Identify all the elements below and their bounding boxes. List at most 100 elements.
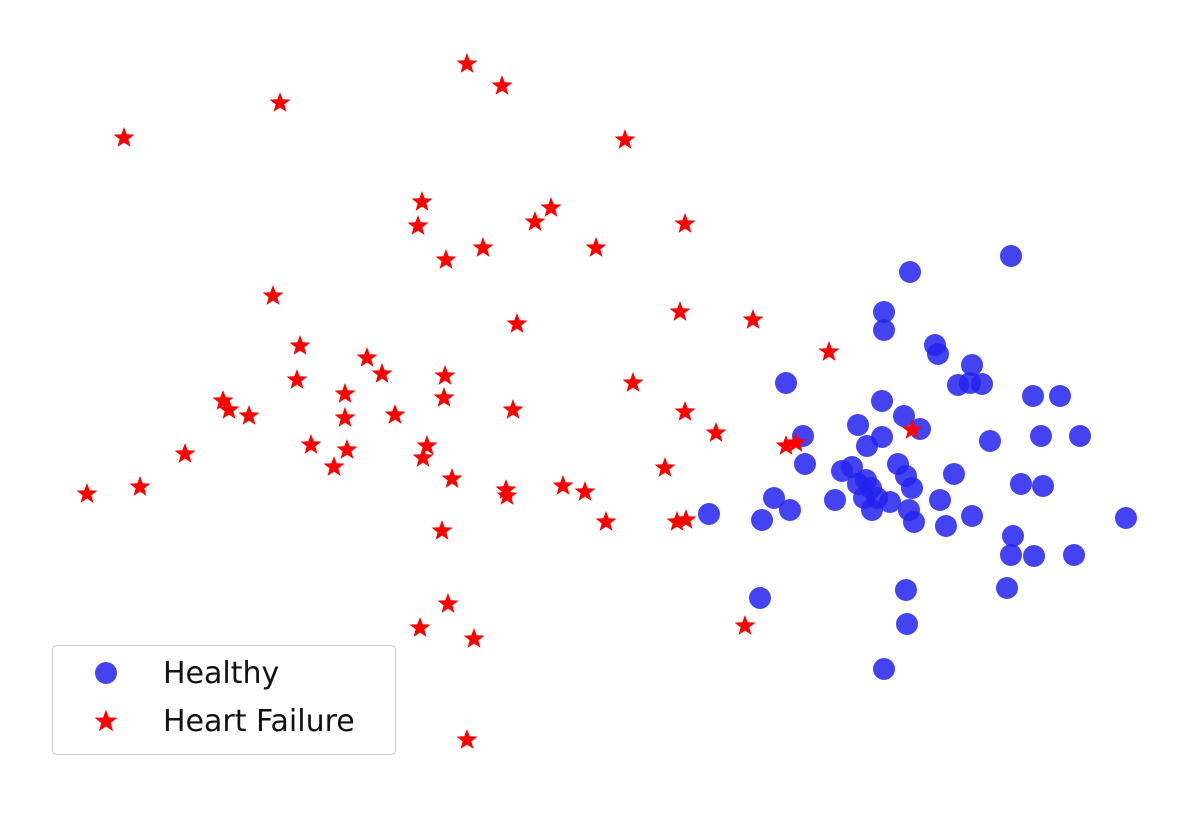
heart-failure-point-37 bbox=[300, 434, 322, 454]
heart-failure-point-51 bbox=[595, 511, 617, 531]
heart-failure-point-35 bbox=[785, 432, 807, 452]
heart-failure-point-7 bbox=[540, 197, 562, 217]
heart-failure-point-14 bbox=[669, 301, 691, 321]
heart-failure-point-28 bbox=[238, 405, 260, 425]
heart-failure-point-58 bbox=[463, 628, 485, 648]
healthy-point-5 bbox=[927, 343, 949, 365]
healthy-point-11 bbox=[1022, 385, 1044, 407]
healthy-point-51 bbox=[1000, 544, 1022, 566]
healthy-point-21 bbox=[1069, 425, 1091, 447]
series-healthy bbox=[698, 245, 1137, 680]
heart-failure-point-15 bbox=[742, 309, 764, 329]
healthy-point-48 bbox=[961, 505, 983, 527]
heart-failure-point-1 bbox=[491, 75, 513, 95]
heart-failure-point-56 bbox=[409, 617, 431, 637]
healthy-point-52 bbox=[1023, 545, 1045, 567]
legend-entry-heart-failure: Heart Failure bbox=[53, 704, 395, 744]
heart-failure-point-59 bbox=[456, 729, 478, 749]
healthy-point-25 bbox=[831, 460, 853, 482]
healthy-point-56 bbox=[895, 579, 917, 601]
heart-failure-point-8 bbox=[524, 211, 546, 231]
heart-failure-point-33 bbox=[705, 422, 727, 442]
healthy-point-27 bbox=[943, 463, 965, 485]
heart-failure-point-2 bbox=[269, 92, 291, 112]
healthy-point-33 bbox=[1032, 475, 1054, 497]
healthy-point-58 bbox=[873, 658, 895, 680]
healthy-point-38 bbox=[901, 477, 923, 499]
heart-failure-point-26 bbox=[212, 390, 234, 410]
heart-failure-point-10 bbox=[472, 237, 494, 257]
legend-entry-healthy: Healthy bbox=[53, 656, 395, 696]
heart-failure-point-20 bbox=[286, 369, 308, 389]
healthy-point-50 bbox=[1002, 525, 1024, 547]
heart-failure-point-53 bbox=[675, 509, 697, 529]
heart-failure-point-4 bbox=[614, 129, 636, 149]
heart-failure-point-43 bbox=[654, 457, 676, 477]
healthy-point-19 bbox=[856, 435, 878, 457]
healthy-point-54 bbox=[996, 577, 1018, 599]
healthy-point-35 bbox=[824, 489, 846, 511]
healthy-point-20 bbox=[1030, 425, 1052, 447]
heart-failure-point-36 bbox=[775, 435, 797, 455]
heart-failure-point-12 bbox=[435, 249, 457, 269]
healthy-point-14 bbox=[893, 405, 915, 427]
heart-failure-point-22 bbox=[434, 365, 456, 385]
healthy-point-55 bbox=[749, 587, 771, 609]
heart-failure-point-6 bbox=[407, 215, 429, 235]
heart-failure-point-11 bbox=[585, 237, 607, 257]
series-heart-failure bbox=[76, 53, 923, 749]
heart-failure-point-40 bbox=[412, 447, 434, 467]
heart-failure-point-30 bbox=[384, 404, 406, 424]
healthy-point-57 bbox=[896, 613, 918, 635]
heart-failure-point-52 bbox=[666, 511, 688, 531]
healthy-point-45 bbox=[861, 499, 883, 521]
legend-label-healthy: Healthy bbox=[163, 656, 280, 691]
healthy-point-15 bbox=[847, 414, 869, 436]
heart-failure-point-44 bbox=[441, 468, 463, 488]
heart-failure-point-18 bbox=[818, 341, 840, 361]
heart-failure-point-27 bbox=[218, 399, 240, 419]
heart-failure-point-45 bbox=[129, 476, 151, 496]
healthy-point-49 bbox=[1115, 507, 1137, 529]
heart-failure-point-50 bbox=[574, 481, 596, 501]
healthy-point-22 bbox=[979, 430, 1001, 452]
heart-failure-point-42 bbox=[323, 456, 345, 476]
heart-failure-point-23 bbox=[622, 372, 644, 392]
heart-failure-point-34 bbox=[901, 419, 923, 439]
healthy-point-1 bbox=[899, 261, 921, 283]
healthy-point-42 bbox=[779, 499, 801, 521]
heart-failure-point-17 bbox=[289, 335, 311, 355]
healthy-point-40 bbox=[879, 491, 901, 513]
circle-marker-icon bbox=[95, 662, 117, 684]
healthy-point-34 bbox=[763, 487, 785, 509]
heart-failure-point-32 bbox=[674, 401, 696, 421]
healthy-point-3 bbox=[873, 319, 895, 341]
heart-failure-point-31 bbox=[502, 399, 524, 419]
heart-failure-point-55 bbox=[437, 593, 459, 613]
heart-failure-point-13 bbox=[262, 285, 284, 305]
heart-failure-point-19 bbox=[356, 347, 378, 367]
healthy-point-44 bbox=[751, 509, 773, 531]
healthy-point-10 bbox=[971, 373, 993, 395]
healthy-point-53 bbox=[1063, 544, 1085, 566]
healthy-point-2 bbox=[873, 301, 895, 323]
heart-failure-point-41 bbox=[174, 443, 196, 463]
healthy-point-7 bbox=[775, 372, 797, 394]
healthy-point-6 bbox=[961, 354, 983, 376]
healthy-point-43 bbox=[698, 503, 720, 525]
heart-failure-point-21 bbox=[371, 363, 393, 383]
heart-failure-point-46 bbox=[76, 483, 98, 503]
heart-failure-point-57 bbox=[734, 615, 756, 635]
healthy-point-47 bbox=[935, 515, 957, 537]
heart-failure-point-25 bbox=[433, 387, 455, 407]
healthy-point-12 bbox=[1049, 385, 1071, 407]
healthy-point-46 bbox=[903, 511, 925, 533]
star-marker-icon bbox=[94, 709, 118, 732]
heart-failure-point-3 bbox=[113, 127, 135, 147]
healthy-point-32 bbox=[1010, 473, 1032, 495]
heart-failure-point-0 bbox=[456, 53, 478, 73]
healthy-point-23 bbox=[794, 453, 816, 475]
heart-failure-point-38 bbox=[336, 439, 358, 459]
legend: Healthy Heart Failure bbox=[52, 645, 396, 755]
